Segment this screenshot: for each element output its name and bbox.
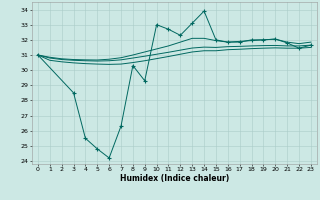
X-axis label: Humidex (Indice chaleur): Humidex (Indice chaleur) [120, 174, 229, 183]
